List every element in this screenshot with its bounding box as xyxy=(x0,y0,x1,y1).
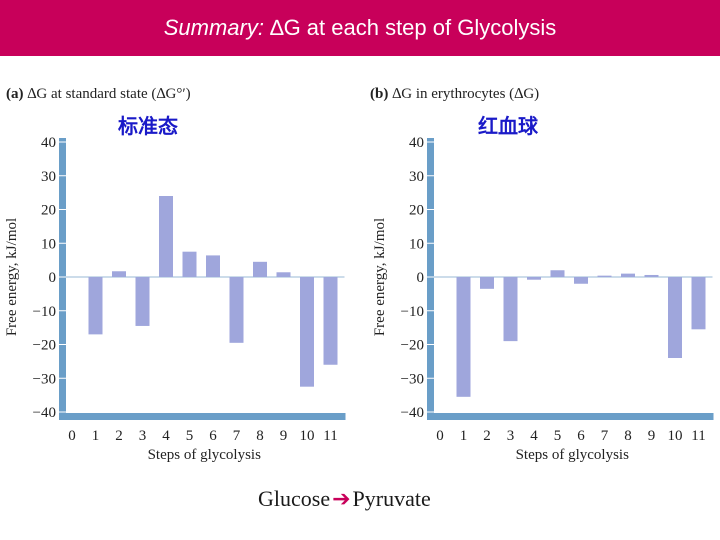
chart-b-ytick-label: −10 xyxy=(401,304,424,320)
chart-a-bar-step-10 xyxy=(300,277,314,387)
chart-a-bar-step-1 xyxy=(88,277,103,335)
chart-a-bar-step-6 xyxy=(206,255,220,277)
chart-b-xtick-label: 10 xyxy=(668,428,683,444)
chart-a-xtick-label: 8 xyxy=(256,428,264,444)
chart-b-x-axis xyxy=(427,413,714,420)
glucose-pyruvate-note: Glucose➔Pyruvate xyxy=(258,486,431,512)
panel-a-heading: (a) ∆G at standard state (∆G°′) xyxy=(6,86,191,103)
chart-b-xtick-label: 11 xyxy=(691,428,705,444)
chart-a-ytick-label: 30 xyxy=(41,169,56,185)
panel-b-letter: (b) xyxy=(370,86,389,102)
chart-b-ytick-label: −40 xyxy=(401,405,424,421)
chart-a-xtick-label: 10 xyxy=(300,428,315,444)
chart-b-ytick-label: 30 xyxy=(409,169,424,185)
chart-b-bar-step-5 xyxy=(550,270,565,277)
chart-a-ytick-label: 40 xyxy=(41,135,56,151)
chart-b-bar-step-1 xyxy=(456,277,471,397)
chart-a-xtick-label: 2 xyxy=(115,428,123,444)
chart-a-ytick-label: −40 xyxy=(33,405,56,421)
annotation-standard-state: 标准态 xyxy=(118,116,178,138)
chart-b-ytick-label: −30 xyxy=(401,371,424,387)
chart-b-xtick-label: 6 xyxy=(577,428,585,444)
arrow-right-icon: ➔ xyxy=(332,486,351,511)
panel-b-heading: (b) ∆G in erythrocytes (∆G) xyxy=(370,86,539,103)
chart-b-ytick-label: 10 xyxy=(409,236,424,252)
title-banner: Summary: ∆G at each step of Glycolysis xyxy=(0,0,720,56)
chart-b-xtick-label: 8 xyxy=(624,428,632,444)
chart-a-bar-step-11 xyxy=(323,277,338,365)
glucose-label: Glucose xyxy=(258,486,331,511)
chart-a-xtick-label: 7 xyxy=(233,428,241,444)
chart-a-bar-step-2 xyxy=(112,271,126,277)
chart-b-bar-step-11 xyxy=(691,277,706,330)
chart-a-bar-step-8 xyxy=(253,261,267,277)
chart-a-xtick-label: 6 xyxy=(209,428,217,444)
chart-b-ytick-label: −20 xyxy=(401,338,424,354)
chart-b-bar-step-2 xyxy=(480,277,494,289)
title-italic: Summary: xyxy=(163,15,264,40)
chart-b-bar-step-3 xyxy=(503,277,518,342)
chart-a-ytick-label: 10 xyxy=(41,236,56,252)
chart-b-xtick-label: 1 xyxy=(460,428,468,444)
chart-a-xtick-label: 1 xyxy=(92,428,100,444)
chart-b-xtick-label: 7 xyxy=(601,428,609,444)
chart-a-xtick-label: 0 xyxy=(68,428,76,444)
chart-b-bar-step-4 xyxy=(527,277,541,280)
annotation-erythrocytes: 红血球 xyxy=(478,116,538,138)
chart-b-xtick-label: 3 xyxy=(507,428,515,444)
chart-a-bar-step-4 xyxy=(159,196,173,277)
chart-b-xtick-label: 5 xyxy=(554,428,562,444)
chart-a-bar-step-3 xyxy=(135,277,150,326)
chart-b-bar-step-8 xyxy=(621,273,635,277)
panel-a-letter: (a) xyxy=(6,86,24,102)
chart-b-xtick-label: 4 xyxy=(530,428,538,444)
panel-a-title: ∆G at standard state (∆G°′) xyxy=(27,86,191,102)
chart-a-x-axis-label: Steps of glycolysis xyxy=(148,447,261,463)
chart-b-bar-step-7 xyxy=(597,275,612,277)
chart-a-ytick-label: 20 xyxy=(41,203,56,219)
chart-b-ytick-label: 20 xyxy=(409,203,424,219)
panel-b-title: ∆G in erythrocytes (∆G) xyxy=(392,86,540,102)
chart-a-ytick-label: 0 xyxy=(49,270,57,286)
chart-a-bar-step-7 xyxy=(229,277,244,343)
chart-b-ytick-label: 40 xyxy=(409,135,424,151)
chart-a-ytick-label: −10 xyxy=(33,304,56,320)
chart-a-xtick-label: 3 xyxy=(139,428,147,444)
chart-b-bar-step-10 xyxy=(668,277,682,358)
chart-b-ytick-label: 0 xyxy=(417,270,425,286)
chart-b-xtick-label: 0 xyxy=(436,428,444,444)
chart-a-ytick-label: −30 xyxy=(33,371,56,387)
title-text: ∆G at each step of Glycolysis xyxy=(270,15,557,40)
chart-a-xtick-label: 9 xyxy=(280,428,288,444)
chart-a-ytick-label: −20 xyxy=(33,338,56,354)
chart-a-x-axis xyxy=(59,413,346,420)
chart-a-y-axis-label: Free energy, kJ/mol xyxy=(4,218,20,336)
chart-a-bar-step-5 xyxy=(182,251,197,277)
chart-b-bar-step-6 xyxy=(574,277,588,284)
chart-a-xtick-label: 4 xyxy=(162,428,170,444)
chart-b-x-axis-label: Steps of glycolysis xyxy=(516,447,629,463)
chart-a-xtick-label: 11 xyxy=(323,428,337,444)
chart-b-bar-step-9 xyxy=(644,274,659,277)
chart-a-xtick-label: 5 xyxy=(186,428,194,444)
chart-b-xtick-label: 2 xyxy=(483,428,491,444)
chart-b-xtick-label: 9 xyxy=(648,428,656,444)
chart-a-bar-step-9 xyxy=(276,272,291,277)
pyruvate-label: Pyruvate xyxy=(352,486,431,511)
chart-b-y-axis-label: Free energy, kJ/mol xyxy=(372,218,388,336)
